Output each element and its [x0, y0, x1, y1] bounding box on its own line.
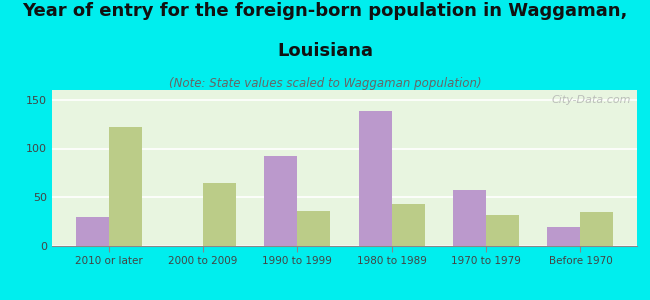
Bar: [297, 211, 330, 246]
Bar: [265, 156, 297, 246]
Text: (Note: State values scaled to Waggaman population): (Note: State values scaled to Waggaman p…: [169, 76, 481, 89]
Bar: [359, 111, 392, 246]
Text: Louisiana: Louisiana: [277, 42, 373, 60]
Bar: [203, 183, 236, 246]
Bar: [392, 204, 424, 246]
Bar: [75, 217, 109, 246]
Bar: [453, 190, 486, 246]
Bar: [486, 215, 519, 246]
Bar: [547, 226, 580, 246]
Bar: [580, 212, 614, 246]
Bar: [109, 127, 142, 246]
Text: City-Data.com: City-Data.com: [552, 95, 631, 105]
Text: Year of entry for the foreign-born population in Waggaman,: Year of entry for the foreign-born popul…: [22, 2, 628, 20]
